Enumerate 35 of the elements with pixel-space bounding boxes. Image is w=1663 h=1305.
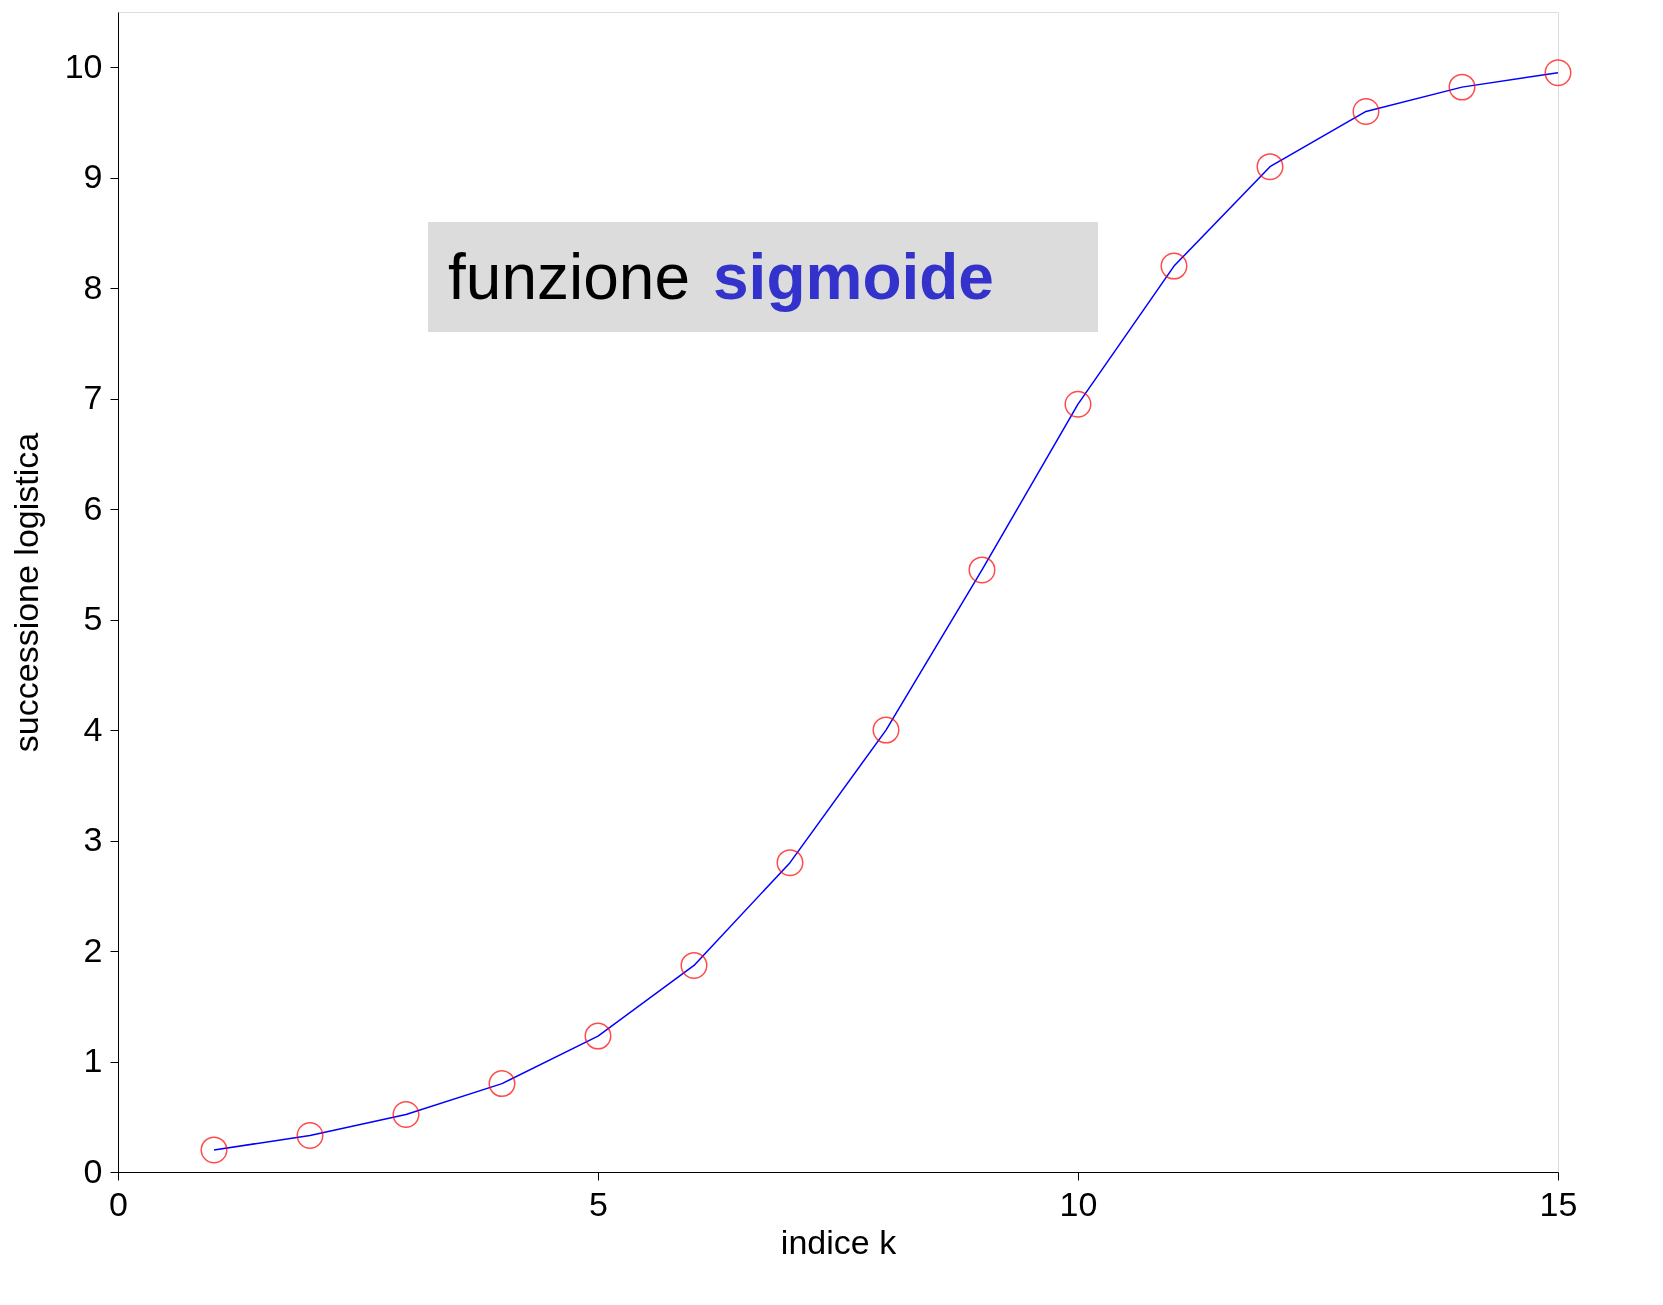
y-tick-label: 4 xyxy=(83,709,103,748)
y-tick-label: 6 xyxy=(83,488,103,527)
point xyxy=(1256,153,1284,181)
x-axis-title: indice k xyxy=(780,1222,898,1261)
y-axis-title: successione logistica xyxy=(6,432,45,753)
annotation: funzione xyxy=(448,241,690,313)
x-tick-label: 0 xyxy=(109,1184,128,1223)
y-tick-label: 9 xyxy=(83,157,103,196)
point xyxy=(1064,390,1092,418)
y-tick-label: 2 xyxy=(83,930,103,969)
line-series xyxy=(213,72,1559,1151)
point xyxy=(1544,59,1572,87)
x-tick-label: 15 xyxy=(1539,1184,1578,1223)
point xyxy=(488,1070,516,1098)
y-tick-label: 1 xyxy=(83,1041,103,1080)
point xyxy=(200,1136,228,1164)
point xyxy=(1160,252,1188,280)
y-tick-label: 10 xyxy=(64,46,103,85)
point xyxy=(680,951,708,979)
x-tick-label: 10 xyxy=(1059,1184,1098,1223)
point xyxy=(776,849,804,877)
point xyxy=(872,716,900,744)
annotation: sigmoide xyxy=(713,241,994,313)
y-tick-label: 0 xyxy=(83,1151,103,1190)
y-tick-label: 3 xyxy=(83,820,103,859)
point xyxy=(392,1101,420,1129)
point xyxy=(296,1122,324,1150)
point xyxy=(1352,97,1380,125)
y-tick-label: 8 xyxy=(83,267,103,306)
x-tick-label: 5 xyxy=(589,1184,608,1223)
point xyxy=(584,1022,612,1050)
y-tick-label: 5 xyxy=(83,599,103,638)
y-tick-label: 7 xyxy=(83,378,103,417)
point xyxy=(968,556,996,584)
point xyxy=(1448,73,1476,101)
